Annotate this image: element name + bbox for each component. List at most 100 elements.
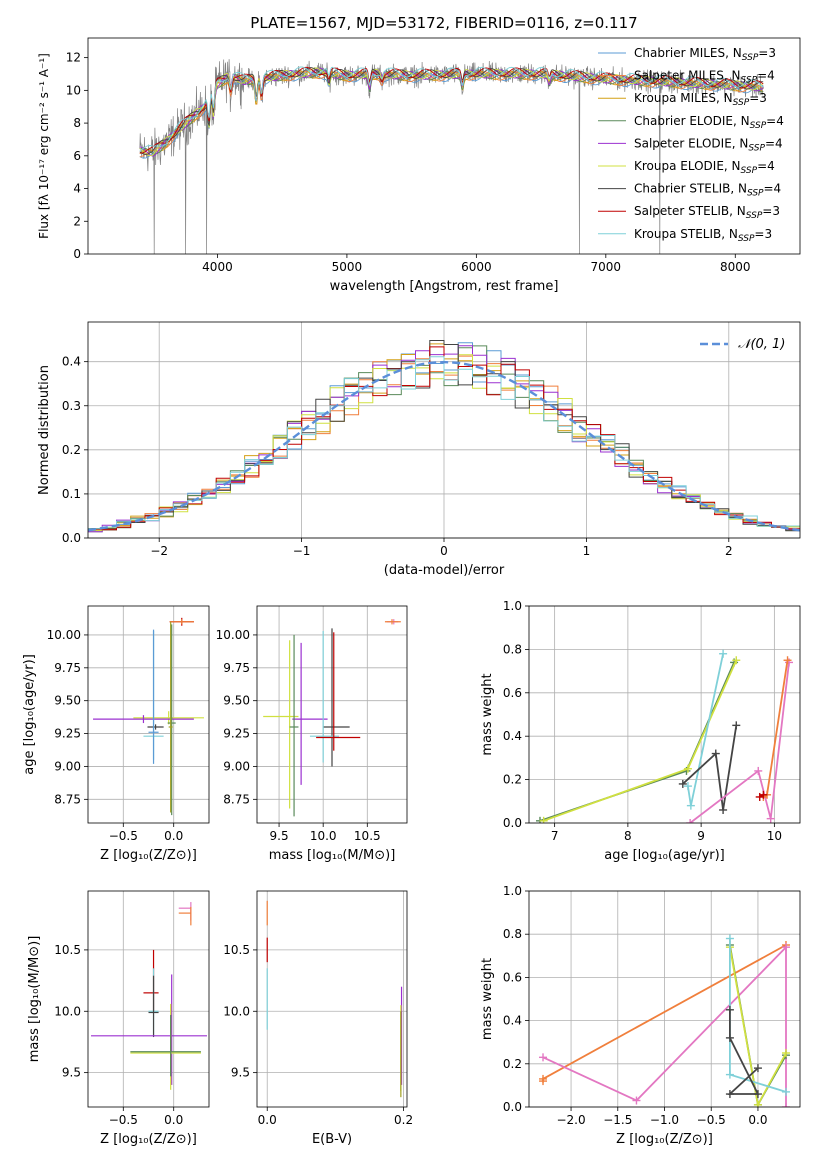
- massweight-point: [732, 656, 741, 665]
- x-tick-label: 0.0: [164, 829, 183, 843]
- y-tick-label: 6: [73, 149, 81, 163]
- y-tick-label: 10.00: [47, 628, 81, 642]
- x-tick-label: 9.5: [270, 829, 289, 843]
- spectrum-model-line: [139, 67, 764, 157]
- massweight-point: [539, 1074, 548, 1083]
- x-tick-label: 6000: [461, 260, 492, 274]
- histogram-step: [88, 340, 800, 532]
- legend-label: 𝒩(0, 1): [738, 337, 785, 352]
- x-tick-label: −1: [293, 544, 311, 558]
- axes-frame: [87, 890, 210, 1108]
- spectrum-model-line: [139, 66, 764, 152]
- y-tick-label: 10: [66, 83, 81, 97]
- y-tick-label: 0.0: [503, 816, 522, 830]
- x-tick-label: 10.0: [310, 829, 337, 843]
- y-axis-label: mass weight: [480, 673, 495, 755]
- residuals-panel: −2 −1 0 1 2 0.0 0.1 0.2 0.3 0.4 (data-model)/error…: [37, 321, 801, 578]
- y-tick-label: 2: [73, 214, 81, 228]
- y-tick-label: 0.3: [62, 399, 81, 413]
- errorbar-marker: [143, 949, 159, 1012]
- legend-label: Salpeter ELODIE, NSSP=4: [634, 136, 783, 153]
- x-axis-label: (data-model)/error: [384, 563, 505, 578]
- errorbar-marker: [323, 628, 350, 767]
- massweight-point: [754, 766, 763, 775]
- x-tick-label: 2: [725, 544, 733, 558]
- x-tick-label: −0.5: [109, 829, 138, 843]
- legend-label: Chabrier STELIB, NSSP=4: [634, 182, 781, 199]
- x-axis-label: Z [log₁₀(Z/Z⊙)]: [100, 848, 197, 863]
- errorbar-marker: [148, 975, 159, 1038]
- y-tick-label: 0: [73, 247, 81, 261]
- y-axis-label: Flux [fλ 10⁻¹⁷ erg cm⁻² s⁻¹ A⁻¹]: [37, 53, 51, 239]
- massweight-point: [725, 934, 734, 943]
- y-tick-label: 0.6: [503, 970, 522, 984]
- x-tick-label: 10.5: [354, 829, 381, 843]
- massweight-vs-metallicity-panel: −2.0 −1.5 −1.0 −0.5 0.0 0.0 0.2 0.4 0.6 0.8 1.0 Z […: [480, 884, 801, 1147]
- massweight-vs-age-panel: 7 8 9 10 0.0 0.2 0.4 0.6 0.8 1.0 age [log₁₀(age/yr…: [480, 599, 801, 863]
- y-axis-label: mass [log₁₀(M/M⊙)]: [27, 936, 42, 1063]
- errorbar-marker: [178, 902, 192, 921]
- x-tick-label: 0.0: [164, 1113, 183, 1127]
- y-axis-label: mass weight: [480, 958, 495, 1040]
- y-tick-label: 9.50: [223, 694, 250, 708]
- y-tick-label: 10.5: [54, 943, 81, 957]
- x-tick-label: −0.5: [109, 1113, 138, 1127]
- y-tick-label: 4: [73, 182, 81, 196]
- errorbar-marker: [263, 640, 299, 809]
- x-tick-label: 9: [697, 829, 705, 843]
- x-tick-label: −1.0: [650, 1113, 679, 1127]
- y-tick-label: 9.75: [223, 661, 250, 675]
- spectrum-data-line: [139, 59, 764, 254]
- x-tick-label: 7000: [591, 260, 622, 274]
- y-tick-label: 0.2: [503, 1057, 522, 1071]
- x-tick-label: −2: [150, 544, 168, 558]
- massweight-point: [711, 749, 720, 758]
- massweight-point: [719, 649, 728, 658]
- legend-label: Kroupa ELODIE, NSSP=4: [634, 159, 775, 176]
- y-tick-label: 0.0: [503, 1100, 522, 1114]
- massweight-point: [539, 1053, 548, 1062]
- massweight-point: [725, 1033, 734, 1042]
- axes-frame: [87, 37, 801, 255]
- spectrum-model-line: [139, 67, 764, 157]
- massweight-point: [683, 764, 692, 773]
- massweight-point: [753, 1064, 762, 1073]
- plot-area: [139, 59, 764, 254]
- y-tick-label: 0.4: [62, 355, 81, 369]
- y-tick-label: 0.6: [503, 686, 522, 700]
- plot-area: [266, 900, 403, 1098]
- errorbar-marker: [91, 974, 207, 1085]
- age-vs-metallicity-panel: −0.5 0.0 8.75 9.00 9.25 9.50 9.75 10.00 Z [log₁₀…: [22, 605, 210, 863]
- age-vs-mass-panel: 9.5 10.0 10.5 8.75 9.00 9.25 9.50 9.75 10.00 mass…: [216, 605, 408, 863]
- axes-frame: [256, 890, 408, 1108]
- plot-area: [263, 619, 401, 817]
- legend-label: Salpeter STELIB, NSSP=3: [634, 204, 780, 221]
- x-tick-label: 0.0: [748, 1113, 767, 1127]
- errorbar-marker: [316, 632, 361, 751]
- legend-label: Salpeter MILES, NSSP=4: [634, 69, 775, 86]
- x-tick-label: −0.5: [697, 1113, 726, 1127]
- x-tick-label: 8: [624, 829, 632, 843]
- x-axis-label: age [log₁₀(age/yr)]: [604, 848, 725, 863]
- y-tick-label: 9.00: [223, 759, 250, 773]
- x-tick-label: 8000: [720, 260, 751, 274]
- axes-frame: [256, 605, 408, 824]
- y-tick-label: 0.4: [503, 729, 522, 743]
- y-tick-label: 8: [73, 116, 81, 130]
- figure-title: PLATE=1567, MJD=53172, FIBERID=0116, z=0…: [250, 14, 637, 32]
- y-tick-label: 0.2: [62, 443, 81, 457]
- errorbar-marker: [147, 724, 164, 730]
- y-tick-label: 1.0: [503, 599, 522, 613]
- massweight-point: [766, 814, 775, 823]
- y-tick-label: 8.75: [54, 792, 81, 806]
- y-tick-label: 9.5: [231, 1066, 250, 1080]
- y-axis-label: Normed distribution: [37, 365, 52, 495]
- massweight-point: [781, 1087, 790, 1096]
- massweight-point: [753, 1090, 762, 1099]
- massweight-point: [686, 819, 695, 823]
- errorbar-marker: [167, 624, 176, 816]
- x-axis-label: Z [log₁₀(Z/Z⊙)]: [616, 1132, 713, 1147]
- legend-label: Chabrier MILES, NSSP=3: [634, 46, 776, 63]
- massweight-point: [759, 790, 768, 799]
- x-tick-label: −1.5: [603, 1113, 632, 1127]
